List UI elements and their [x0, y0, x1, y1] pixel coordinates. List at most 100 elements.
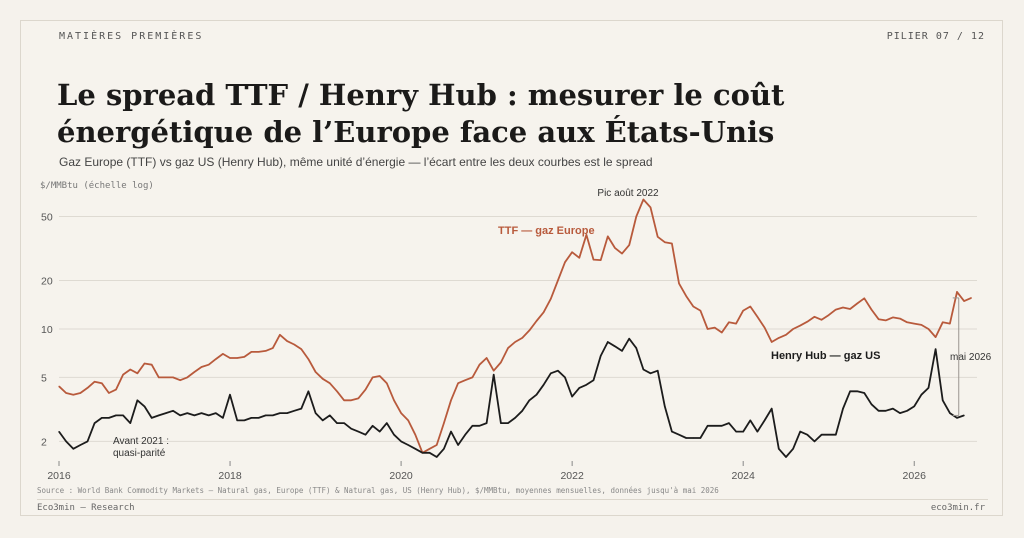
- ttf-data-point: [742, 310, 744, 312]
- ttf-data-point: [315, 371, 317, 373]
- henry-hub-data-point: [956, 417, 958, 419]
- grid-lines: [58, 216, 977, 466]
- page-title: Le spread TTF / Henry Hub : mesurer le c…: [57, 78, 785, 149]
- henry-hub-data-point: [642, 368, 645, 371]
- ttf-data-point: [842, 306, 844, 309]
- ttf-data-point: [364, 389, 367, 391]
- ttf-data-point: [151, 364, 153, 366]
- henry-hub-data-point: [721, 425, 723, 427]
- ttf-data-point: [72, 394, 74, 396]
- parity-annotation: quasi-parité: [113, 448, 166, 459]
- y-tick-label: 2: [41, 436, 47, 448]
- ttf-data-point: [243, 356, 245, 358]
- chart-card: MATIÈRES PREMIÈRES PILIER 07 / 12 Le spr…: [20, 20, 1003, 516]
- ttf-data-point: [557, 279, 559, 282]
- henry-hub-data-point: [628, 338, 630, 340]
- ttf-data-point: [678, 282, 680, 284]
- henry-hub-data-point: [813, 440, 816, 442]
- pillar-counter: PILIER 07 / 12: [886, 31, 985, 42]
- henry-hub-data-point: [215, 412, 217, 414]
- henry-hub-data-point: [286, 412, 288, 414]
- henry-hub-data-point: [799, 431, 801, 433]
- ttf-data-point: [935, 336, 937, 338]
- site-link[interactable]: eco3min.fr: [930, 503, 985, 513]
- ttf-data-point: [628, 244, 630, 246]
- henry-hub-data-point: [436, 456, 438, 458]
- y-tick-label: 50: [41, 212, 53, 224]
- henry-hub-data-point: [863, 392, 865, 394]
- ttf-data-point: [849, 308, 851, 310]
- ttf-data-point: [614, 247, 616, 249]
- henry-hub-data-point: [920, 394, 923, 396]
- henry-hub-data-point: [835, 434, 837, 436]
- henry-hub-data-point: [236, 419, 238, 421]
- henry-hub-data-point: [165, 412, 167, 414]
- henry-hub-data-point: [828, 434, 830, 436]
- ttf-data-point: [813, 316, 816, 318]
- ttf-data-point: [642, 198, 645, 201]
- ttf-data-point: [129, 368, 131, 371]
- ttf-data-point: [265, 350, 267, 352]
- ttf-data-point: [878, 318, 880, 320]
- ttf-data-point: [906, 321, 908, 323]
- henry-hub-data-point: [143, 405, 146, 407]
- henry-hub-data-point: [600, 355, 602, 357]
- ttf-data-point: [863, 297, 865, 299]
- source-note: Source : World Bank Commodity Markets — …: [37, 486, 719, 495]
- ttf-data-point: [714, 327, 716, 329]
- henry-hub-data-point: [393, 434, 395, 436]
- ttf-data-point: [343, 399, 345, 401]
- henry-hub-data-point: [208, 414, 210, 416]
- ttf-data-point: [899, 318, 901, 320]
- henry-hub-data-point: [471, 425, 473, 427]
- ttf-data-point: [307, 358, 309, 360]
- henry-hub-data-point: [849, 390, 851, 392]
- ttf-data-point: [507, 347, 509, 349]
- ttf-data-point: [657, 236, 659, 238]
- brand-label: Eco3min — Research: [37, 503, 135, 513]
- henry-hub-data-point: [607, 341, 609, 343]
- henry-hub-data-point: [543, 384, 545, 386]
- ttf-data-point: [414, 434, 416, 436]
- ttf-data-point: [607, 235, 609, 237]
- henry-hub-data-point: [535, 394, 538, 396]
- henry-hub-data-point: [400, 440, 402, 442]
- page-subtitle: Gaz Europe (TTF) vs gaz US (Henry Hub), …: [59, 155, 653, 169]
- henry-hub-data-point: [635, 347, 637, 349]
- henry-hub-data-point: [571, 396, 573, 398]
- ttf-data-point: [835, 309, 837, 311]
- henry-hub-data-point: [222, 417, 224, 419]
- ttf-data-point: [735, 323, 737, 325]
- henry-hub-data-point: [649, 372, 652, 374]
- henry-hub-data-point: [557, 370, 559, 372]
- ttf-data-point: [543, 311, 545, 313]
- henry-hub-data-point: [963, 414, 965, 416]
- ttf-data-point: [136, 372, 138, 374]
- pre-2021-annotation: Avant 2021 :: [113, 436, 169, 447]
- henry-hub-data-point: [949, 412, 951, 414]
- ttf-data-point: [764, 327, 766, 329]
- henry-hub-data-point: [186, 412, 188, 414]
- x-tick-labels: 2016 2018 2020 2022 2024 2026: [47, 470, 926, 482]
- henry-hub-data-point: [379, 431, 381, 433]
- henry-hub-data-point: [942, 399, 944, 401]
- henry-hub-data-point: [657, 370, 659, 372]
- x-tick-label: 2016: [47, 470, 71, 482]
- ttf-data-point: [799, 325, 801, 327]
- ttf-data-point: [94, 381, 96, 383]
- henry-hub-data-point: [514, 417, 516, 419]
- henry-hub-data-point: [585, 384, 588, 386]
- henry-hub-data-point: [521, 410, 523, 412]
- henry-hub-data-point: [578, 387, 580, 389]
- ttf-data-point: [222, 353, 224, 355]
- ttf-data-point: [250, 351, 252, 353]
- henry-hub-data-point: [913, 405, 915, 407]
- henry-hub-data-point: [94, 422, 96, 424]
- ttf-data-point: [357, 397, 359, 399]
- ttf-data-point: [756, 316, 759, 318]
- ttf-data-point: [86, 387, 89, 389]
- y-tick-labels: 2 5 10 20 50: [41, 212, 53, 449]
- ttf-data-point: [300, 348, 302, 350]
- henry-hub-data-point: [707, 425, 709, 427]
- y-tick-label: 5: [41, 372, 47, 384]
